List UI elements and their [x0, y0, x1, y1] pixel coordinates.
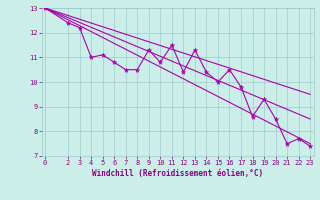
- X-axis label: Windchill (Refroidissement éolien,°C): Windchill (Refroidissement éolien,°C): [92, 169, 263, 178]
